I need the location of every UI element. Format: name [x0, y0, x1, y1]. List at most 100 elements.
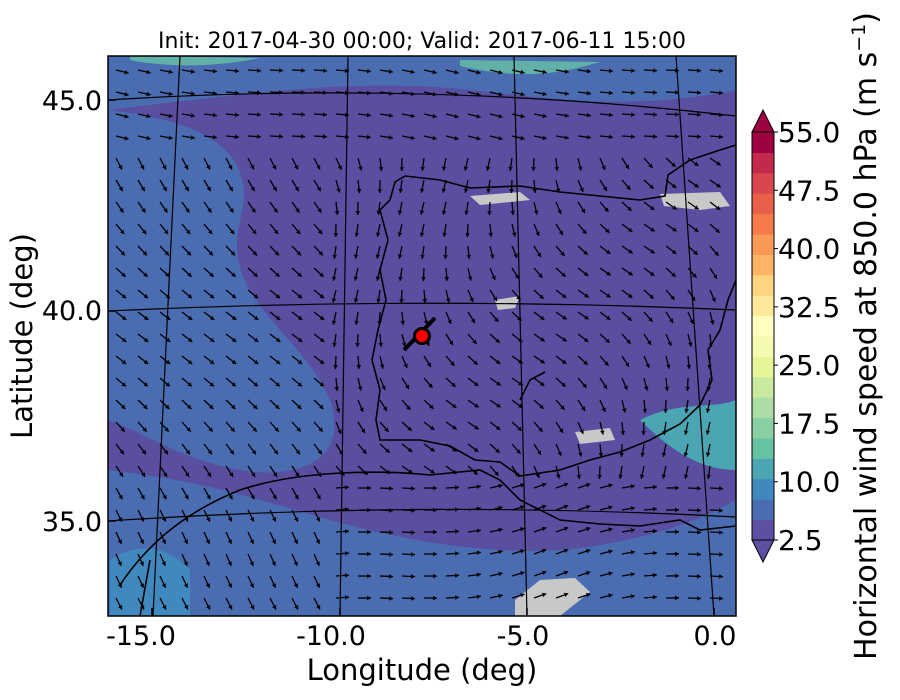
wind-vector-head — [382, 406, 387, 411]
wind-vector-head — [561, 272, 566, 277]
wind-vector-head — [563, 482, 569, 488]
wind-vector-head — [662, 430, 667, 435]
wind-vector-head — [231, 315, 237, 320]
wind-vector-head — [641, 431, 646, 435]
wind-vector-head — [689, 319, 694, 324]
wind-vector-head — [367, 507, 371, 513]
wind-vector-head — [652, 594, 657, 600]
wind-vector-head — [513, 253, 518, 258]
wind-vector-head — [464, 210, 469, 215]
wind-vector-head — [661, 474, 667, 479]
wind-vector-head — [433, 551, 437, 557]
wind-vector-head — [403, 363, 408, 368]
map-panel — [108, 56, 736, 616]
wind-vector-head — [375, 254, 381, 259]
wind-vector-head — [142, 251, 147, 256]
wind-vector-head — [476, 484, 481, 490]
wind-vector-head — [675, 68, 679, 73]
wind-vector-head — [256, 134, 261, 139]
wind-vector-head — [184, 186, 189, 192]
wind-vector-head — [652, 506, 657, 512]
wind-vector-head — [576, 474, 582, 479]
wind-vector-head — [317, 229, 323, 235]
wind-vector-head — [671, 162, 676, 167]
wind-vector-head — [538, 427, 543, 432]
wind-vector-head — [411, 596, 415, 601]
wind-vector-head — [432, 113, 437, 119]
wind-vector-head — [692, 273, 697, 278]
wind-vector-head — [209, 382, 214, 387]
wind-vector-head — [653, 90, 657, 95]
wind-vector-head — [190, 91, 195, 96]
wind-vector-head — [585, 504, 591, 510]
colorbar-label-close: ) — [849, 12, 884, 24]
colorbar-tick-label: 55.0 — [778, 116, 840, 149]
wind-vector-head — [608, 571, 613, 576]
wind-vector-head — [140, 494, 145, 500]
wind-vector-head — [541, 570, 547, 576]
wind-vector-head — [696, 90, 701, 95]
wind-vector-head — [294, 494, 299, 500]
wind-vector-head — [630, 112, 635, 117]
wind-vector-head — [397, 254, 403, 259]
wind-vector-head — [608, 112, 613, 118]
wind-vector-head — [376, 298, 381, 303]
wind-vector-head — [140, 165, 145, 170]
wind-vector-head — [714, 251, 719, 256]
colorbar-segment — [752, 295, 774, 317]
wind-vector-head — [564, 113, 569, 118]
wind-vector-head — [541, 482, 547, 488]
wind-vector-head — [476, 594, 481, 600]
wind-field-north-fast — [130, 56, 260, 66]
wind-vector-head — [231, 359, 237, 365]
wind-vector-head — [162, 165, 167, 170]
wind-vector-head — [275, 315, 281, 320]
wind-vector-head — [608, 134, 613, 140]
wind-vector-head — [186, 427, 191, 432]
wind-vector-head — [716, 161, 721, 166]
wind-vector-head — [675, 529, 679, 535]
wind-vector-head — [433, 507, 437, 513]
wind-vector-head — [520, 483, 525, 488]
wind-vector-head — [206, 165, 211, 170]
wind-vector-head — [165, 382, 170, 387]
wind-vector-head — [675, 573, 679, 579]
wind-vector-head — [517, 337, 523, 342]
wind-vector-head — [143, 272, 148, 277]
wind-vector-head — [719, 486, 723, 491]
wind-vector-head — [564, 91, 569, 96]
wind-vector-head — [185, 208, 190, 213]
wind-vector-head — [187, 294, 193, 299]
wind-vector-head — [227, 561, 232, 566]
meridian-0 — [675, 56, 715, 616]
wind-vector-head — [441, 188, 447, 193]
wind-vector-head — [274, 251, 279, 256]
wind-vector-head — [451, 382, 456, 387]
wind-vector-head — [495, 359, 501, 364]
wind-vector-head — [498, 505, 503, 511]
wind-vector-head — [231, 272, 236, 277]
wind-vector-head — [442, 232, 447, 237]
wind-vector-head — [510, 210, 516, 215]
wind-vector-head — [366, 68, 371, 74]
wind-vector-head — [706, 474, 712, 479]
wind-vector-head — [469, 297, 474, 302]
wind-vector-head — [542, 113, 547, 119]
terrain-mask-cantabrian — [470, 192, 530, 205]
wind-vector-head — [228, 494, 233, 500]
wind-vector-head — [389, 552, 393, 557]
wind-vector-head — [185, 449, 190, 455]
wind-vector-head — [118, 605, 123, 610]
map-frame — [107, 55, 737, 617]
wind-vector-head — [627, 227, 633, 232]
wind-vector-head — [208, 251, 213, 256]
wind-vector-head — [163, 449, 168, 455]
parallel-40 — [108, 302, 736, 312]
wind-vector-head — [163, 208, 168, 213]
wind-vector-head — [377, 189, 383, 193]
wind-vector-head — [653, 112, 657, 117]
wind-vector-head — [184, 165, 189, 170]
wind-vector-head — [376, 210, 382, 215]
wind-vector-head — [671, 183, 677, 188]
wind-vector-head — [671, 272, 676, 277]
